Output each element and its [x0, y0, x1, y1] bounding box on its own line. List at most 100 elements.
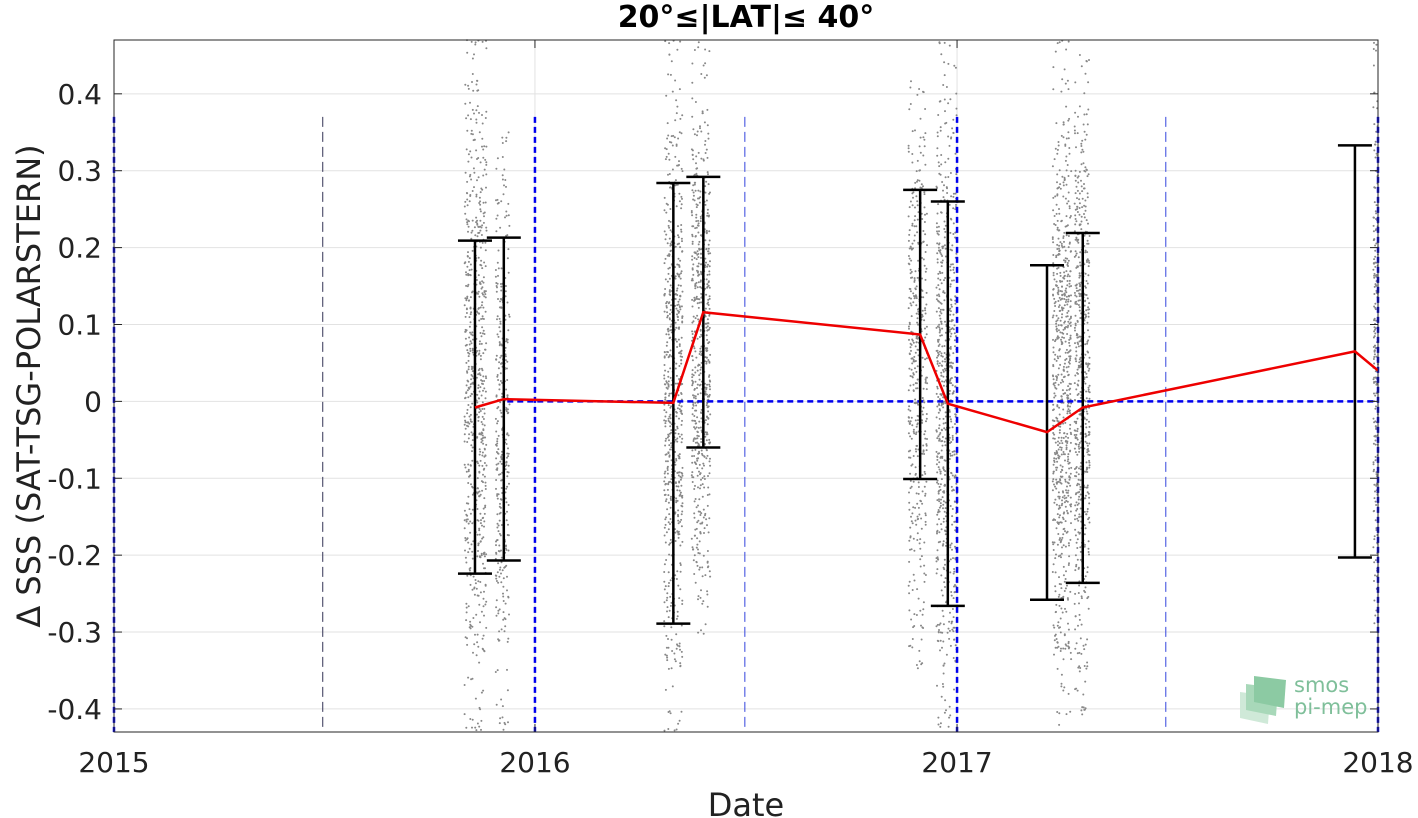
- scatter-point: [471, 108, 474, 111]
- scatter-point: [935, 392, 938, 395]
- scatter-point: [1060, 316, 1063, 319]
- scatter-point: [916, 502, 919, 505]
- scatter-point: [954, 413, 957, 416]
- scatter-point: [708, 383, 711, 386]
- scatter-point: [938, 427, 940, 430]
- scatter-point: [665, 599, 668, 602]
- scatter-point: [1086, 258, 1089, 261]
- scatter-point: [673, 658, 676, 661]
- scatter-point: [475, 376, 478, 379]
- scatter-point: [913, 297, 916, 300]
- scatter-point: [919, 151, 922, 154]
- scatter-point: [954, 152, 957, 155]
- scatter-point: [477, 256, 480, 259]
- scatter-point: [1084, 293, 1087, 296]
- scatter-point: [950, 485, 953, 488]
- scatter-point: [1060, 324, 1063, 327]
- scatter-point: [938, 328, 941, 331]
- scatter-point: [939, 725, 942, 728]
- scatter-point: [924, 472, 927, 475]
- scatter-point: [1081, 139, 1084, 142]
- scatter-point: [1065, 489, 1067, 492]
- scatter-point: [495, 599, 498, 602]
- scatter-point: [496, 318, 498, 321]
- scatter-point: [694, 528, 697, 531]
- scatter-point: [1060, 468, 1063, 471]
- scatter-point: [681, 655, 684, 658]
- scatter-point: [923, 464, 926, 467]
- scatter-point: [1062, 368, 1065, 371]
- scatter-point: [677, 530, 680, 533]
- scatter-point: [916, 588, 919, 591]
- scatter-point: [483, 475, 486, 478]
- scatter-point: [924, 381, 927, 384]
- scatter-point: [909, 409, 912, 412]
- scatter-point: [943, 483, 946, 486]
- scatter-point: [707, 243, 710, 246]
- scatter-point: [695, 356, 698, 359]
- scatter-point: [1052, 338, 1054, 341]
- scatter-point: [916, 402, 919, 405]
- scatter-point: [500, 549, 502, 552]
- scatter-point: [467, 283, 470, 286]
- scatter-point: [1062, 123, 1065, 126]
- scatter-point: [681, 472, 684, 475]
- scatter-point: [936, 530, 938, 533]
- scatter-point: [1066, 584, 1068, 587]
- scatter-point: [707, 410, 710, 413]
- scatter-point: [924, 233, 927, 236]
- scatter-point: [706, 214, 709, 217]
- scatter-point: [1065, 499, 1068, 502]
- scatter-point: [1087, 450, 1090, 453]
- scatter-point: [707, 486, 710, 489]
- scatter-point: [920, 527, 923, 530]
- scatter-point: [472, 167, 475, 170]
- scatter-point: [1084, 205, 1087, 208]
- scatter-point: [463, 509, 466, 512]
- scatter-point: [480, 379, 483, 382]
- scatter-point: [1064, 587, 1067, 590]
- scatter-point: [1064, 261, 1067, 264]
- scatter-point: [1078, 198, 1081, 201]
- scatter-point: [698, 568, 701, 571]
- scatter-point: [681, 419, 683, 422]
- scatter-point: [913, 279, 916, 282]
- scatter-point: [507, 721, 509, 724]
- scatter-point: [675, 112, 678, 115]
- scatter-point: [936, 360, 939, 363]
- scatter-point: [482, 597, 485, 600]
- scatter-point: [1060, 521, 1063, 524]
- scatter-point: [947, 627, 950, 630]
- scatter-point: [1372, 230, 1375, 233]
- scatter-point: [468, 269, 471, 272]
- scatter-point: [914, 367, 916, 370]
- scatter-point: [695, 162, 697, 165]
- scatter-point: [665, 498, 668, 501]
- scatter-point: [1083, 589, 1086, 592]
- scatter-point: [1066, 303, 1069, 306]
- scatter-point: [938, 408, 941, 411]
- scatter-point: [707, 247, 710, 250]
- scatter-point: [910, 464, 913, 467]
- scatter-point: [667, 571, 670, 574]
- scatter-point: [500, 457, 503, 459]
- scatter-point: [699, 127, 701, 130]
- scatter-point: [936, 568, 939, 571]
- scatter-point: [939, 432, 942, 434]
- scatter-point: [697, 274, 700, 277]
- scatter-point: [709, 380, 712, 383]
- scatter-point: [677, 485, 680, 488]
- scatter-point: [701, 452, 703, 455]
- scatter-point: [483, 520, 486, 523]
- scatter-point: [465, 726, 468, 729]
- scatter-point: [947, 135, 950, 138]
- scatter-point: [1058, 442, 1061, 445]
- scatter-point: [915, 195, 918, 198]
- scatter-point: [937, 354, 940, 357]
- scatter-point: [696, 383, 699, 386]
- scatter-point: [941, 631, 944, 634]
- scatter-point: [694, 189, 697, 192]
- scatter-point: [1052, 563, 1055, 566]
- scatter-point: [915, 425, 918, 428]
- scatter-point: [666, 314, 669, 317]
